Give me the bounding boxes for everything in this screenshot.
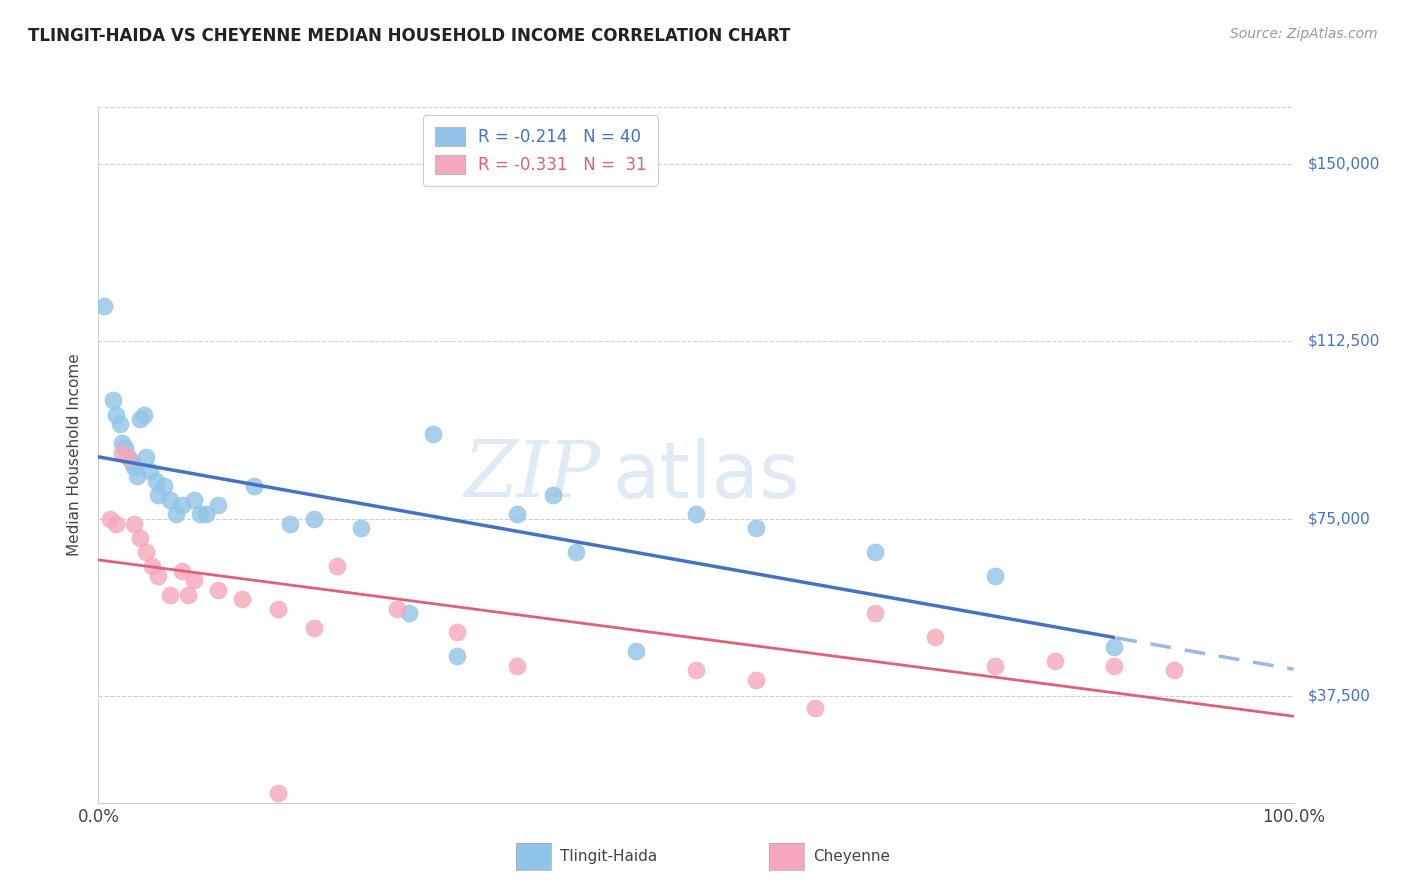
Point: [129, 531, 152, 545]
Point: [132, 408, 155, 422]
Point: [129, 412, 152, 426]
Point: [172, 498, 194, 512]
Point: [446, 625, 468, 640]
Text: $150,000: $150,000: [1308, 156, 1379, 171]
Point: [153, 478, 176, 492]
Point: [172, 564, 194, 578]
Point: [148, 568, 170, 582]
Text: $75,000: $75,000: [1308, 511, 1371, 526]
Text: Cheyenne: Cheyenne: [813, 849, 890, 863]
Text: Tlingit-Haida: Tlingit-Haida: [560, 849, 657, 863]
Point: [685, 507, 707, 521]
Point: [117, 450, 139, 465]
Point: [188, 507, 211, 521]
Text: ZIP: ZIP: [463, 438, 600, 514]
Point: [302, 621, 325, 635]
Point: [565, 545, 588, 559]
Point: [924, 630, 946, 644]
Point: [108, 417, 131, 432]
Point: [385, 601, 409, 615]
Point: [93, 299, 115, 313]
Point: [983, 568, 1005, 582]
Point: [506, 507, 529, 521]
Point: [124, 516, 146, 531]
Point: [863, 607, 886, 621]
Point: [1043, 654, 1066, 668]
Point: [1102, 640, 1125, 654]
Point: [194, 507, 217, 521]
Point: [398, 607, 420, 621]
Point: [804, 701, 827, 715]
Point: [183, 574, 205, 588]
Y-axis label: Median Household Income: Median Household Income: [67, 353, 83, 557]
Point: [159, 492, 181, 507]
Point: [1102, 658, 1125, 673]
Legend: R = -0.214   N = 40, R = -0.331   N =  31: R = -0.214 N = 40, R = -0.331 N = 31: [423, 115, 658, 186]
Point: [177, 588, 200, 602]
Text: $112,500: $112,500: [1308, 334, 1379, 349]
Point: [745, 673, 768, 687]
Text: atlas: atlas: [612, 438, 800, 514]
Point: [139, 465, 162, 479]
Point: [983, 658, 1005, 673]
Point: [145, 474, 167, 488]
Point: [243, 478, 266, 492]
Point: [267, 601, 290, 615]
Point: [165, 507, 187, 521]
Point: [159, 588, 181, 602]
Point: [183, 492, 205, 507]
Point: [141, 559, 163, 574]
Point: [278, 516, 301, 531]
Point: [685, 663, 707, 677]
Point: [207, 498, 229, 512]
Point: [124, 459, 146, 474]
Point: [148, 488, 170, 502]
Text: Source: ZipAtlas.com: Source: ZipAtlas.com: [1230, 27, 1378, 41]
Point: [114, 441, 136, 455]
Point: [506, 658, 529, 673]
Point: [350, 521, 373, 535]
Point: [125, 469, 148, 483]
Point: [624, 644, 647, 658]
Point: [745, 521, 768, 535]
Point: [135, 450, 157, 465]
Point: [302, 512, 325, 526]
Text: $37,500: $37,500: [1308, 689, 1371, 704]
Point: [111, 436, 134, 450]
Point: [105, 516, 128, 531]
Point: [111, 445, 134, 459]
Point: [1163, 663, 1185, 677]
Point: [446, 649, 468, 664]
Point: [105, 408, 128, 422]
Point: [121, 455, 143, 469]
Point: [207, 582, 229, 597]
Point: [326, 559, 349, 574]
Point: [541, 488, 564, 502]
Text: TLINGIT-HAIDA VS CHEYENNE MEDIAN HOUSEHOLD INCOME CORRELATION CHART: TLINGIT-HAIDA VS CHEYENNE MEDIAN HOUSEHO…: [28, 27, 790, 45]
Point: [422, 426, 444, 441]
Point: [231, 592, 253, 607]
Point: [863, 545, 886, 559]
Point: [135, 545, 157, 559]
Point: [267, 786, 290, 800]
Point: [98, 512, 122, 526]
Point: [117, 450, 139, 465]
Point: [101, 393, 124, 408]
